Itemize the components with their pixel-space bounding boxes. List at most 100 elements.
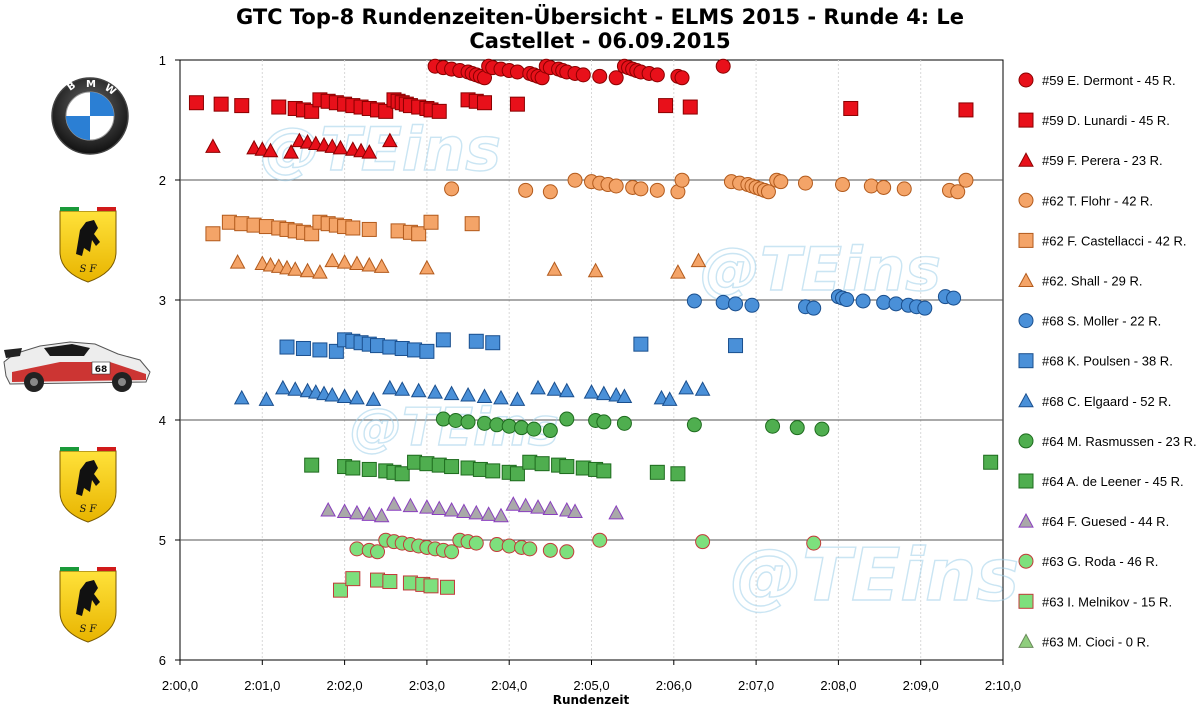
data-point <box>917 300 933 316</box>
data-point <box>205 138 221 153</box>
data-point <box>958 102 974 118</box>
legend-label: #64 F. Guesed - 44 R. <box>1042 514 1169 529</box>
legend-label: #59 D. Lunardi - 45 R. <box>1042 113 1170 128</box>
data-point <box>863 178 879 194</box>
data-point <box>592 532 608 548</box>
data-point <box>480 506 497 521</box>
data-point <box>728 296 744 312</box>
data-point <box>427 384 443 399</box>
series-9 <box>435 411 830 439</box>
legend-marker <box>1018 553 1034 569</box>
series-13 <box>332 571 455 598</box>
series-11 <box>320 496 625 523</box>
data-point <box>530 499 546 514</box>
legend-label: #68 K. Poulsen - 38 R. <box>1042 354 1173 369</box>
data-point <box>336 503 353 518</box>
data-point <box>332 582 348 598</box>
legend-label: #63 I. Melnikov - 15 R. <box>1042 594 1172 609</box>
svg-text:M: M <box>86 79 96 90</box>
data-point <box>275 379 291 395</box>
data-point <box>694 381 711 396</box>
x-tick-label: 2:01,0 <box>244 678 280 693</box>
data-point <box>596 385 612 401</box>
data-point <box>896 181 912 197</box>
data-point <box>633 336 649 352</box>
data-point <box>332 139 349 155</box>
watermark-4: @TEins <box>730 533 1019 617</box>
data-point <box>431 500 448 516</box>
data-point <box>460 414 476 430</box>
svg-text:S F: S F <box>80 504 98 515</box>
data-point <box>888 296 904 312</box>
data-point <box>349 389 365 405</box>
data-point <box>534 456 550 472</box>
svg-text:S F: S F <box>80 264 98 275</box>
data-point <box>299 262 316 278</box>
svg-text:68: 68 <box>95 365 108 375</box>
data-point <box>608 70 624 86</box>
data-point <box>715 294 731 310</box>
data-point <box>526 421 542 437</box>
data-point <box>439 579 455 595</box>
watermark-1: @TEins <box>260 115 501 185</box>
x-tick-label: 2:05,0 <box>573 678 609 693</box>
legend-marker <box>1018 353 1034 369</box>
data-point <box>361 256 378 272</box>
y-tick-label: 4 <box>159 413 166 428</box>
data-point <box>411 226 427 242</box>
data-point <box>456 503 472 518</box>
data-point <box>501 538 517 554</box>
data-point <box>312 264 328 279</box>
data-point <box>608 178 624 194</box>
data-point <box>530 379 546 395</box>
data-point <box>394 466 410 482</box>
x-tick-label: 2:04,0 <box>491 678 527 693</box>
data-point <box>382 574 398 590</box>
data-point <box>386 496 402 511</box>
data-point <box>304 226 320 242</box>
data-point <box>373 507 390 523</box>
data-point <box>382 132 398 148</box>
data-point <box>328 343 344 359</box>
data-point <box>678 379 694 395</box>
data-point <box>423 578 439 594</box>
legend-marker <box>1018 232 1034 248</box>
x-tick-label: 2:00,0 <box>162 678 198 693</box>
legend-marker <box>1018 272 1034 287</box>
series-5 <box>229 252 707 279</box>
data-point <box>324 386 341 402</box>
series-1 <box>188 92 974 119</box>
data-point <box>468 535 484 551</box>
legend-label: #59 E. Dermont - 45 R. <box>1042 73 1176 88</box>
legend-label: #68 C. Elgaard - 52 R. <box>1042 394 1171 409</box>
data-point <box>509 391 526 406</box>
data-point <box>349 255 365 271</box>
data-point <box>843 100 859 116</box>
data-point <box>855 293 871 309</box>
data-point <box>349 504 365 520</box>
data-point <box>633 181 649 197</box>
data-point <box>670 466 686 482</box>
data-point <box>773 174 789 190</box>
watermarks: @TEins @TEins @TEins @TEins <box>259 114 1019 617</box>
series-0 <box>427 58 731 86</box>
data-point <box>435 411 451 427</box>
data-point <box>410 382 427 398</box>
data-point <box>686 293 702 309</box>
data-point <box>443 385 460 401</box>
data-point <box>489 537 505 553</box>
ferrari-logo: S F <box>59 567 117 643</box>
series-6 <box>686 289 962 316</box>
data-point <box>361 221 377 237</box>
data-point <box>839 292 855 308</box>
data-point <box>814 421 830 437</box>
y-tick-label: 3 <box>159 293 166 308</box>
data-point <box>946 290 962 306</box>
chart-title-line1: GTC Top-8 Rundenzeiten-Übersicht - ELMS … <box>236 4 964 29</box>
data-point <box>509 466 525 482</box>
legend-marker <box>1018 112 1034 128</box>
data-point <box>312 342 328 358</box>
data-point <box>575 67 591 83</box>
data-point <box>493 389 509 405</box>
data-point <box>435 332 451 348</box>
